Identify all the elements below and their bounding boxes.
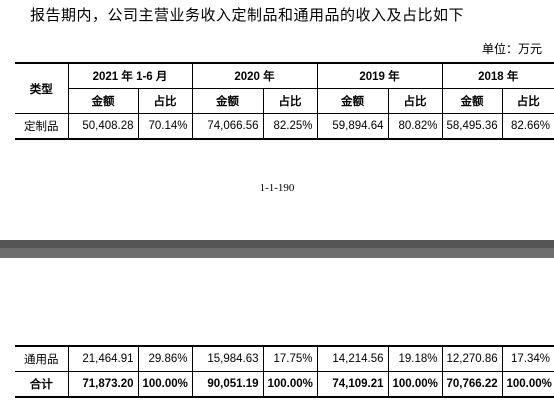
table-row: 通用品 21,464.91 29.86% 15,984.63 17.75% 14… (15, 345, 554, 372)
header-type: 类型 (15, 62, 68, 114)
subheader-ratio: 占比 (137, 88, 193, 114)
cell-ratio: 82.25% (262, 113, 318, 140)
cell-ratio: 80.82% (387, 113, 443, 140)
revenue-table-top: 类型 2021 年 1-6 月 2020 年 2019 年 2018 年 金额 … (15, 62, 554, 140)
cell-amount: 74,066.56 (191, 113, 264, 140)
table-row: 定制品 50,408.28 70.14% 74,066.56 82.25% 59… (15, 113, 554, 140)
table-total-row: 合计 71,873.20 100.00% 90,051.19 100.00% 7… (15, 371, 554, 398)
revenue-table-continued: 通用品 21,464.91 29.86% 15,984.63 17.75% 14… (15, 345, 554, 398)
cell-ratio: 17.75% (262, 345, 317, 372)
row-label: 合计 (15, 371, 68, 398)
document-page-top: 报告期内，公司主营业务收入定制品和通用品的收入及占比如下 单位：万元 类型 20… (15, 8, 554, 194)
page-break-divider (0, 240, 554, 258)
subheader-ratio: 占比 (262, 88, 318, 114)
header-period: 2018 年 (441, 62, 554, 89)
cell-ratio: 82.66% (501, 113, 554, 140)
subheader-amount: 金额 (191, 88, 264, 114)
cell-amount: 70,766.22 (441, 371, 502, 398)
cell-ratio: 17.34% (501, 345, 554, 372)
cell-amount: 12,270.86 (441, 345, 502, 372)
intro-text: 报告期内，公司主营业务收入定制品和通用品的收入及占比如下 (30, 8, 465, 24)
cell-amount: 15,984.63 (191, 345, 263, 372)
subheader-amount: 金额 (316, 88, 389, 114)
cell-ratio: 100.00% (501, 371, 554, 398)
cell-amount: 50,408.28 (67, 113, 138, 140)
header-period: 2019 年 (316, 62, 443, 89)
cell-ratio: 100.00% (262, 371, 317, 398)
cell-ratio: 100.00% (387, 371, 442, 398)
cell-ratio: 100.00% (137, 371, 192, 398)
unit-label: 单位：万元 (481, 42, 542, 56)
cell-amount: 74,109.21 (316, 371, 388, 398)
header-period: 2020 年 (191, 62, 318, 89)
cell-amount: 90,051.19 (191, 371, 263, 398)
cell-amount: 71,873.20 (67, 371, 138, 398)
cell-amount: 14,214.56 (316, 345, 388, 372)
table-subheader-row: 金额 占比 金额 占比 金额 占比 金额 占比 (15, 88, 554, 114)
page-number: 1-1-190 (259, 182, 295, 194)
cell-amount: 21,464.91 (67, 345, 138, 372)
subheader-ratio: 占比 (387, 88, 443, 114)
document-page-bottom: 通用品 21,464.91 29.86% 15,984.63 17.75% 14… (0, 258, 554, 406)
cell-ratio: 19.18% (387, 345, 442, 372)
subheader-amount: 金额 (441, 88, 503, 114)
header-period: 2021 年 1-6 月 (67, 62, 193, 89)
cell-ratio: 29.86% (137, 345, 192, 372)
cell-amount: 58,495.36 (441, 113, 503, 140)
subheader-ratio: 占比 (501, 88, 554, 114)
cell-ratio: 70.14% (137, 113, 193, 140)
subheader-amount: 金额 (67, 88, 138, 114)
cell-amount: 59,894.64 (316, 113, 389, 140)
row-label: 定制品 (15, 113, 68, 140)
row-label: 通用品 (15, 345, 68, 372)
table-header-row: 类型 2021 年 1-6 月 2020 年 2019 年 2018 年 (15, 62, 554, 114)
